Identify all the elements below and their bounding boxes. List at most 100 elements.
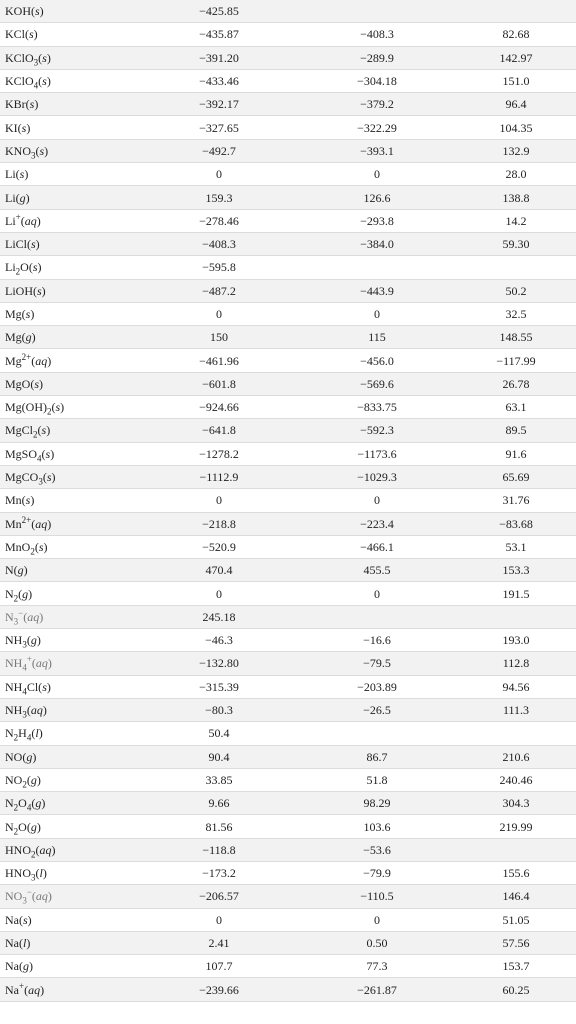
formula-cell: NH3(g)	[0, 628, 140, 653]
entropy-cell: 89.5	[456, 418, 576, 443]
formula-cell: NO2(g)	[0, 768, 140, 793]
formula-cell: LiCl(s)	[0, 232, 140, 257]
gibbs-energy-cell: 115	[298, 325, 456, 350]
formula-cell: N2H4(l)	[0, 721, 140, 746]
enthalpy-cell: 33.85	[140, 768, 298, 793]
formula-cell: N2(g)	[0, 581, 140, 606]
gibbs-energy-cell: −456.0	[298, 348, 456, 373]
enthalpy-cell: −435.87	[140, 22, 298, 47]
enthalpy-cell: 2.41	[140, 931, 298, 956]
formula-cell: NH4+(aq)	[0, 651, 140, 676]
formula-cell: HNO2(aq)	[0, 838, 140, 862]
gibbs-energy-cell: −466.1	[298, 535, 456, 560]
entropy-cell	[456, 0, 576, 24]
gibbs-energy-cell: −293.8	[298, 209, 456, 233]
table-row: NO3−(aq) −206.57 −110.5 146.4	[0, 884, 576, 909]
formula-cell: Li2O(s)	[0, 255, 140, 280]
enthalpy-cell: 81.56	[140, 814, 298, 839]
table-row: NO(g) 90.4 86.7 210.6	[0, 745, 576, 769]
gibbs-energy-cell: −1029.3	[298, 465, 456, 490]
formula-cell: NO(g)	[0, 745, 140, 769]
formula-cell: MgCO3(s)	[0, 465, 140, 490]
enthalpy-cell: −315.39	[140, 675, 298, 699]
enthalpy-cell: −595.8	[140, 255, 298, 280]
formula-cell: Mg(s)	[0, 302, 140, 327]
gibbs-energy-cell: 126.6	[298, 185, 456, 210]
table-row: NH3(g) −46.3 −16.6 193.0	[0, 628, 576, 653]
enthalpy-cell: −924.66	[140, 395, 298, 420]
enthalpy-cell: −278.46	[140, 209, 298, 233]
enthalpy-cell: 0	[140, 581, 298, 606]
table-row: HNO2(aq) −118.8 −53.6	[0, 838, 576, 862]
entropy-cell: 191.5	[456, 581, 576, 606]
entropy-cell: 57.56	[456, 931, 576, 956]
formula-cell: N(g)	[0, 558, 140, 583]
enthalpy-cell: −520.9	[140, 535, 298, 560]
gibbs-energy-cell: 103.6	[298, 814, 456, 839]
enthalpy-cell: −408.3	[140, 232, 298, 257]
table-row: Mg2+(aq) −461.96 −456.0 −117.99	[0, 348, 576, 373]
enthalpy-cell: −118.8	[140, 838, 298, 862]
formula-cell: Na(s)	[0, 908, 140, 932]
entropy-cell: 193.0	[456, 628, 576, 653]
table-row: N2O(g) 81.56 103.6 219.99	[0, 814, 576, 839]
formula-cell: Mn(s)	[0, 488, 140, 513]
table-row: KCl(s) −435.87 −408.3 82.68	[0, 22, 576, 47]
gibbs-energy-cell: 0.50	[298, 931, 456, 956]
table-row: KI(s) −327.65 −322.29 104.35	[0, 115, 576, 140]
table-row: LiOH(s) −487.2 −443.9 50.2	[0, 279, 576, 303]
entropy-cell: 138.8	[456, 185, 576, 210]
gibbs-energy-cell: −379.2	[298, 92, 456, 117]
formula-cell: N2O4(g)	[0, 791, 140, 816]
enthalpy-cell: 245.18	[140, 605, 298, 630]
table-row: Li2O(s) −595.8	[0, 255, 576, 280]
gibbs-energy-cell: −592.3	[298, 418, 456, 443]
table-row: Li(s) 0 0 28.0	[0, 162, 576, 187]
formula-cell: KI(s)	[0, 115, 140, 140]
entropy-cell: 112.8	[456, 651, 576, 676]
formula-cell: NO3−(aq)	[0, 884, 140, 909]
table-row: NH4Cl(s) −315.39 −203.89 94.56	[0, 675, 576, 699]
entropy-cell: 151.0	[456, 69, 576, 94]
enthalpy-cell: −601.8	[140, 372, 298, 397]
entropy-cell: 94.56	[456, 675, 576, 699]
enthalpy-cell: −206.57	[140, 884, 298, 909]
entropy-cell	[456, 838, 576, 862]
table-row: MgO(s) −601.8 −569.6 26.78	[0, 372, 576, 397]
gibbs-energy-cell: −289.9	[298, 46, 456, 70]
entropy-cell: 31.76	[456, 488, 576, 513]
gibbs-energy-cell: −223.4	[298, 512, 456, 536]
entropy-cell: 146.4	[456, 884, 576, 909]
entropy-cell: 26.78	[456, 372, 576, 397]
entropy-cell: 219.99	[456, 814, 576, 839]
table-row: Na(g) 107.7 77.3 153.7	[0, 954, 576, 979]
enthalpy-cell: 0	[140, 162, 298, 187]
gibbs-energy-cell: −79.5	[298, 651, 456, 676]
entropy-cell: 155.6	[456, 861, 576, 886]
formula-cell: LiOH(s)	[0, 279, 140, 303]
table-row: MgSO4(s) −1278.2 −1173.6 91.6	[0, 442, 576, 466]
gibbs-energy-cell: −322.29	[298, 115, 456, 140]
thermodynamic-data-table: KOH(s) −425.85 KCl(s) −435.87 −408.3 82.68 KCl…	[0, 0, 576, 1002]
gibbs-energy-cell	[298, 721, 456, 746]
gibbs-energy-cell	[298, 255, 456, 280]
table-row: Mg(g) 150 115 148.55	[0, 325, 576, 350]
gibbs-energy-cell: −53.6	[298, 838, 456, 862]
entropy-cell: 210.6	[456, 745, 576, 769]
table-row: Na(l) 2.41 0.50 57.56	[0, 931, 576, 956]
gibbs-energy-cell: −304.18	[298, 69, 456, 94]
gibbs-energy-cell: −1173.6	[298, 442, 456, 466]
table-row: MnO2(s) −520.9 −466.1 53.1	[0, 535, 576, 560]
gibbs-energy-cell: 0	[298, 162, 456, 187]
formula-cell: Mn2+(aq)	[0, 512, 140, 536]
formula-cell: NH4Cl(s)	[0, 675, 140, 699]
gibbs-energy-cell: 0	[298, 581, 456, 606]
enthalpy-cell: 0	[140, 488, 298, 513]
enthalpy-cell: −425.85	[140, 0, 298, 24]
entropy-cell: 304.3	[456, 791, 576, 816]
entropy-cell: 142.97	[456, 46, 576, 70]
enthalpy-cell: −461.96	[140, 348, 298, 373]
entropy-cell: 51.05	[456, 908, 576, 932]
table-row: Li(g) 159.3 126.6 138.8	[0, 185, 576, 210]
gibbs-energy-cell: −26.5	[298, 698, 456, 723]
